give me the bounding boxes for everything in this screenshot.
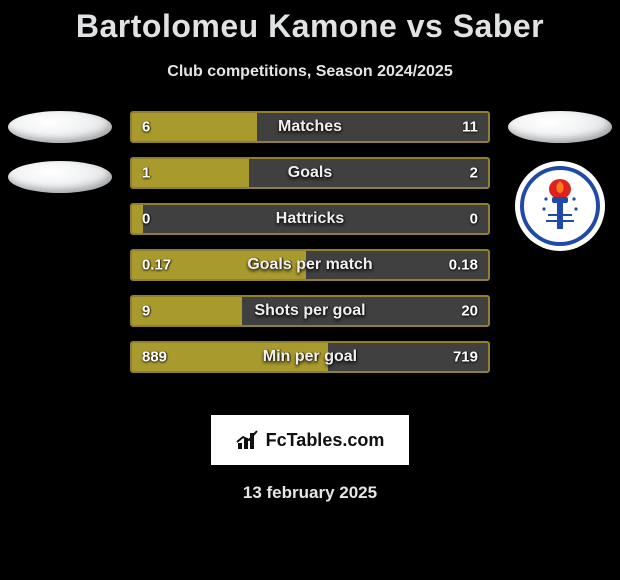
torch-icon: [538, 175, 582, 237]
stat-value-left: 0: [142, 211, 150, 228]
chart-icon: [236, 429, 260, 451]
stat-value-left: 9: [142, 303, 150, 320]
right-player-placeholder: [508, 111, 612, 143]
page-subtitle: Club competitions, Season 2024/2025: [0, 63, 620, 81]
stat-row: 6 11 Matches: [130, 111, 490, 143]
stat-row: 889 719 Min per goal: [130, 341, 490, 373]
right-club-badge: [515, 161, 605, 251]
stat-label: Hattricks: [276, 210, 344, 228]
stat-value-right: 719: [453, 349, 478, 366]
stat-value-left: 1: [142, 165, 150, 182]
stat-row: 9 20 Shots per goal: [130, 295, 490, 327]
stat-value-left: 889: [142, 349, 167, 366]
left-player-column: [0, 111, 120, 193]
stat-value-right: 11: [462, 119, 478, 136]
date-text: 13 february 2025: [0, 483, 620, 503]
branding-box: FcTables.com: [211, 415, 409, 465]
stat-value-right: 20: [461, 303, 478, 320]
stat-row: 0 0 Hattricks: [130, 203, 490, 235]
stat-label: Shots per goal: [254, 302, 365, 320]
stat-value-right: 0: [470, 211, 478, 228]
right-player-column: [500, 111, 620, 251]
stat-fill-left: [132, 113, 257, 141]
comparison-area: 6 11 Matches 1 2 Goals 0 0 Hattricks 0.17 0.18 Goal…: [0, 111, 620, 391]
stat-label: Min per goal: [263, 348, 357, 366]
page-title: Bartolomeu Kamone vs Saber: [0, 0, 620, 45]
stat-label: Goals: [288, 164, 332, 182]
stat-value-left: 0.17: [142, 257, 171, 274]
left-player-placeholder-1: [8, 111, 112, 143]
left-club-placeholder: [8, 161, 112, 193]
stat-row: 0.17 0.18 Goals per match: [130, 249, 490, 281]
stat-value-right: 2: [470, 165, 478, 182]
stat-label: Goals per match: [247, 256, 372, 274]
stat-label: Matches: [278, 118, 342, 136]
stat-value-left: 6: [142, 119, 150, 136]
stat-bars: 6 11 Matches 1 2 Goals 0 0 Hattricks 0.17 0.18 Goal…: [130, 111, 490, 373]
stat-value-right: 0.18: [449, 257, 478, 274]
branding-text: FcTables.com: [266, 430, 385, 451]
stat-row: 1 2 Goals: [130, 157, 490, 189]
